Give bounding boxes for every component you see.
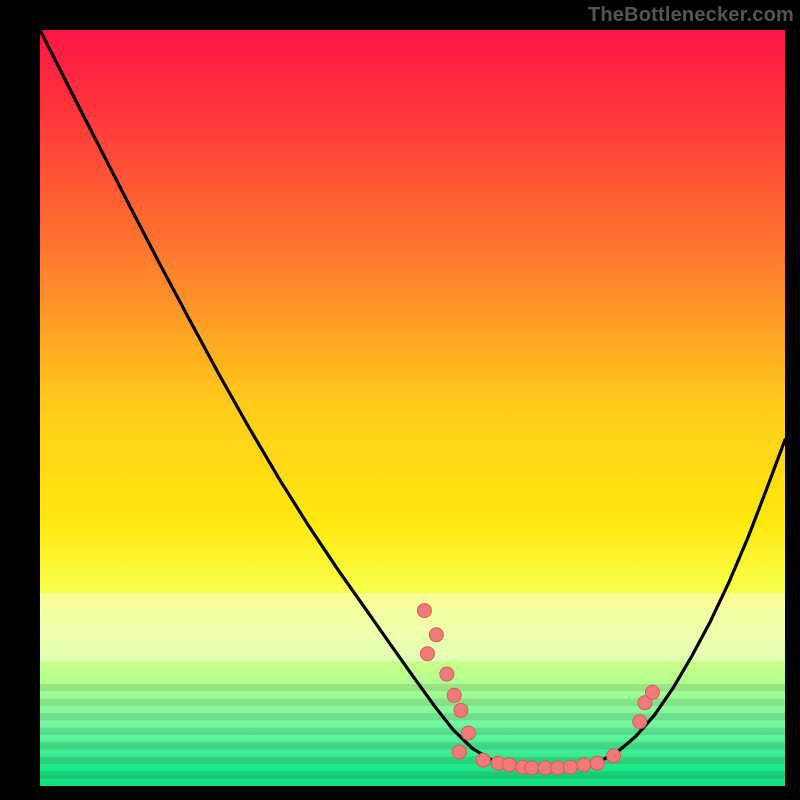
- chart-root: TheBottlenecker.com: [0, 0, 800, 800]
- watermark-text: TheBottlenecker.com: [588, 4, 794, 27]
- marker-dot: [476, 753, 490, 767]
- marker-dot: [607, 749, 621, 763]
- marker-dot: [538, 761, 552, 775]
- gradient-background: [40, 30, 785, 786]
- marker-dot: [563, 760, 577, 774]
- marker-dot: [454, 703, 468, 717]
- marker-dot: [429, 628, 443, 642]
- marker-dot: [633, 715, 647, 729]
- marker-dot: [525, 761, 539, 775]
- marker-dot: [447, 688, 461, 702]
- marker-dot: [645, 685, 659, 699]
- marker-dot: [452, 745, 466, 759]
- marker-dot: [461, 726, 475, 740]
- marker-dot: [577, 758, 591, 772]
- marker-dot: [417, 604, 431, 618]
- marker-dot: [420, 647, 434, 661]
- marker-dot: [502, 758, 516, 772]
- marker-dot: [440, 667, 454, 681]
- marker-dot: [551, 761, 565, 775]
- pale-band: [40, 593, 785, 661]
- bottleneck-chart: [0, 0, 800, 800]
- marker-dot: [590, 756, 604, 770]
